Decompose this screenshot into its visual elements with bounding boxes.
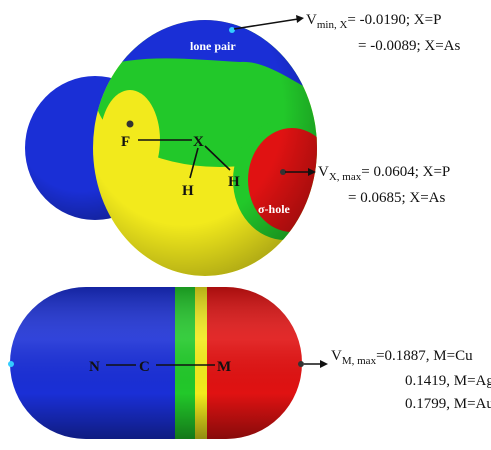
vmin-annotation: Vmin, X= -0.0190; X=P bbox=[306, 12, 441, 31]
value-line: = -0.0089; X=As bbox=[358, 38, 460, 54]
atom-label: N bbox=[89, 359, 100, 375]
atom-label: F bbox=[121, 134, 130, 150]
atom-label: X bbox=[193, 134, 204, 150]
atom-label: M bbox=[217, 359, 231, 375]
value-line: 0.1799, M=Au bbox=[405, 396, 491, 412]
value-line: 0.1419, M=Ag bbox=[405, 373, 491, 389]
vmax-annotation: VM, max=0.1887, M=Cu bbox=[331, 348, 473, 367]
symbol: V bbox=[306, 12, 317, 28]
vmax-annotation: VX, max= 0.0604; X=P bbox=[318, 164, 450, 183]
value-line: = -0.0190; X=P bbox=[347, 12, 441, 28]
symbol: V bbox=[318, 164, 329, 180]
lone-pair-label: lone pair bbox=[190, 39, 236, 53]
value-line: = 0.0604; X=P bbox=[361, 164, 450, 180]
atom-label: C bbox=[139, 359, 150, 375]
value-line: = 0.0685; X=As bbox=[348, 190, 446, 206]
atom-label: H bbox=[228, 174, 240, 190]
sigma-hole-label: σ-hole bbox=[258, 202, 291, 216]
bottom-surface: N C M bbox=[8, 287, 304, 439]
symbol: V bbox=[331, 348, 342, 364]
subscript: min, X bbox=[317, 19, 348, 31]
value-line: =0.1887, M=Cu bbox=[376, 348, 473, 364]
subscript: M, max bbox=[342, 355, 377, 367]
figure: F X H H lone pair σ-hole Vmin, X= -0.019… bbox=[0, 0, 491, 450]
subscript: X, max bbox=[329, 171, 362, 183]
top-surface: F X H H lone pair σ-hole bbox=[25, 15, 345, 280]
atom-label: H bbox=[182, 183, 194, 199]
